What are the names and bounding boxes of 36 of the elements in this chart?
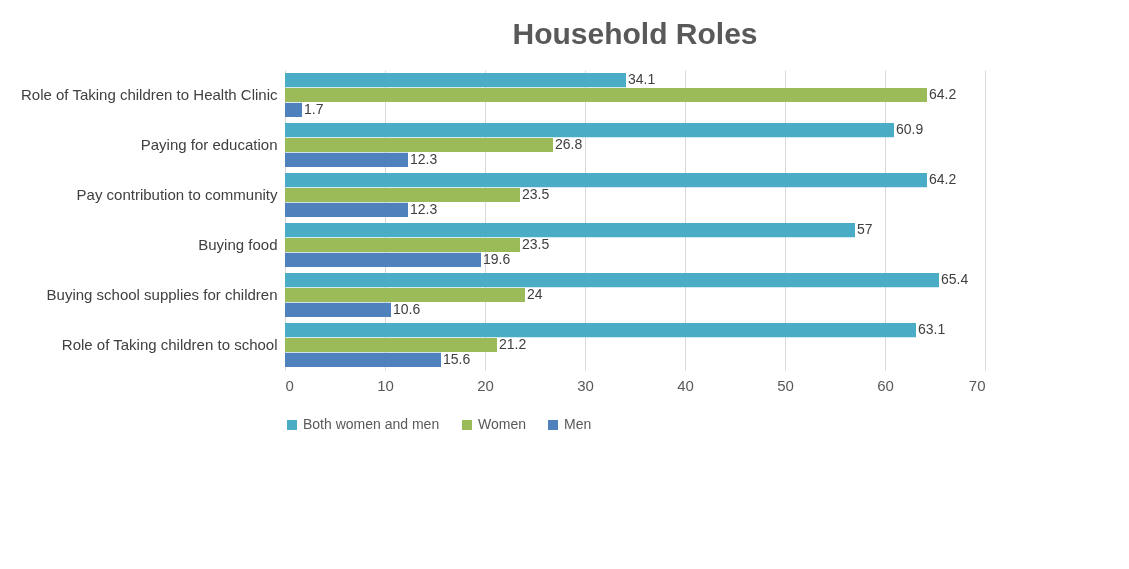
data-label: 65.4 xyxy=(941,271,969,288)
y-tick-label: Paying for education xyxy=(140,136,278,153)
x-tick-label: 0 xyxy=(285,376,294,394)
data-label: 64.2 xyxy=(929,86,957,102)
data-label: 26.8 xyxy=(555,136,583,152)
data-label: 57 xyxy=(857,221,873,238)
data-label: 15.6 xyxy=(443,350,471,367)
data-label: 63.1 xyxy=(918,321,946,338)
data-label: 23.5 xyxy=(522,236,550,252)
data-label: 12.3 xyxy=(410,200,438,217)
data-label: 23.5 xyxy=(522,186,550,202)
data-label: 64.2 xyxy=(929,171,957,188)
y-tick-label: Buying school supplies for children xyxy=(46,286,278,303)
x-tick-label: 30 xyxy=(577,376,594,394)
y-tick-label: Role of Taking children to school xyxy=(61,336,278,353)
legend-label: Men xyxy=(564,416,592,432)
data-label: 60.9 xyxy=(896,121,924,138)
x-tick-label: 40 xyxy=(677,376,694,394)
chart-title: Household Roles xyxy=(512,17,758,50)
data-label: 19.6 xyxy=(483,250,511,267)
legend-label: Both women and men xyxy=(303,416,440,432)
legend-label: Women xyxy=(478,416,526,432)
x-tick-label: 70 xyxy=(968,376,986,394)
data-label: 34.1 xyxy=(628,71,656,88)
x-tick-label: 60 xyxy=(877,376,894,394)
y-tick-label: Buying food xyxy=(198,236,278,253)
data-label: 21.2 xyxy=(499,336,527,352)
x-tick-label: 20 xyxy=(477,376,494,394)
x-tick-label: 50 xyxy=(777,376,794,394)
data-label: 24 xyxy=(527,286,543,302)
data-label: 12.3 xyxy=(410,150,438,167)
data-label: 1.7 xyxy=(304,100,324,117)
y-tick-label: Pay contribution to community xyxy=(76,186,278,203)
data-label: 10.6 xyxy=(393,300,421,317)
x-tick-label: 10 xyxy=(377,376,394,394)
y-tick-label: Role of Taking children to Health Clinic xyxy=(20,86,278,103)
